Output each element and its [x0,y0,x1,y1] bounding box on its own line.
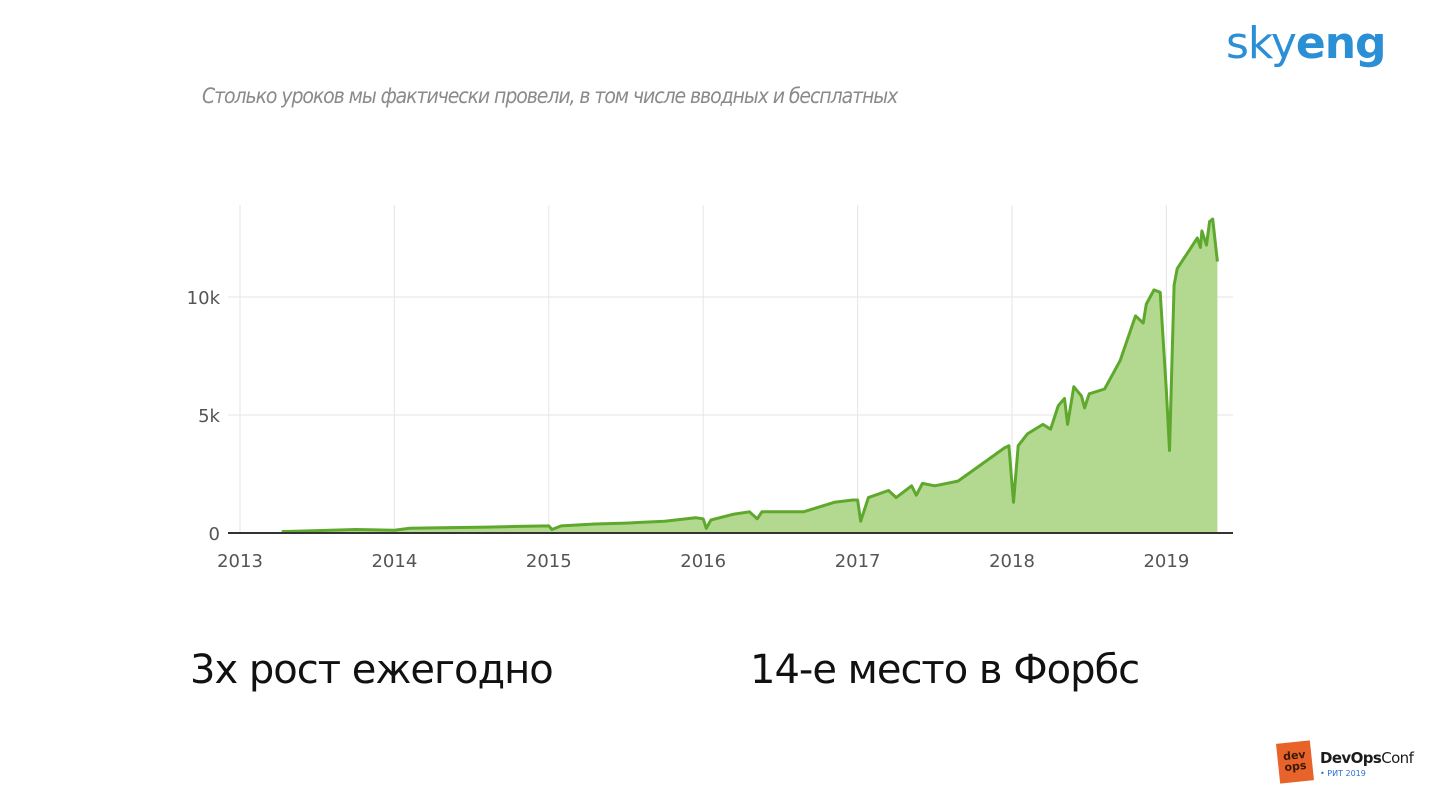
caption-growth: 3х рост ежегодно [190,647,554,693]
area-line [281,217,1219,534]
svg-text:2019: 2019 [1143,551,1189,572]
svg-text:2016: 2016 [680,551,726,572]
chart-grid [228,205,1233,533]
svg-text:0: 0 [209,524,220,545]
skyeng-logo: skyeng [1226,14,1387,74]
logo-bold: eng [1295,18,1387,69]
devopsconf-logo: dev ops DevOpsConf • РИТ 2019 [1276,740,1418,788]
x-axis-ticks: 2013 2014 2015 2016 2017 2018 2019 [217,551,1189,572]
chart-title: Столько уроков мы фактически провели, в … [202,84,898,108]
svg-text:2018: 2018 [989,551,1035,572]
y-axis-ticks: 0 5k 10k [187,288,221,545]
svg-text:2014: 2014 [371,551,417,572]
conference-name: DevOpsConf [1320,749,1414,767]
conf-name-bold: DevOps [1320,749,1382,767]
logo-light: sky [1226,18,1297,69]
devops-badge-icon: dev ops [1276,740,1314,784]
caption-forbes: 14-е место в Форбс [750,647,1140,693]
svg-text:2017: 2017 [835,551,881,572]
svg-text:10k: 10k [187,288,221,309]
conf-name-light: Conf [1381,749,1414,767]
svg-text:2013: 2013 [217,551,263,572]
conference-sub: • РИТ 2019 [1320,769,1366,778]
svg-text:5k: 5k [198,406,220,427]
badge-bottom: ops [1283,758,1308,775]
svg-text:2015: 2015 [526,551,572,572]
area-fill [281,219,1218,533]
